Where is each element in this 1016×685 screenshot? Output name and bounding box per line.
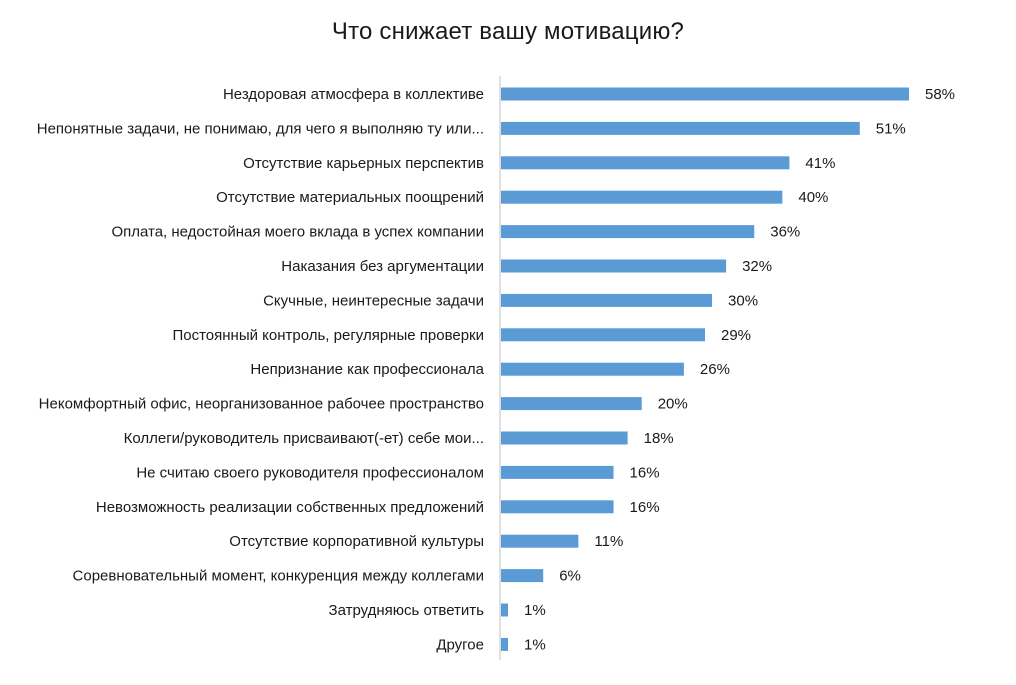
value-label: 51% [876, 120, 906, 137]
category-label: Другое [436, 636, 484, 653]
bar [501, 465, 614, 479]
value-label: 18% [644, 430, 674, 447]
bar [501, 397, 642, 411]
bar [501, 500, 614, 514]
bar [501, 121, 860, 135]
bar-row: Оплата, недостойная моего вклада в успех… [111, 224, 800, 241]
category-label: Отсутствие материальных поощрений [216, 189, 484, 206]
bar [501, 225, 755, 239]
bar-row: Нездоровая атмосфера в коллективе 58% [223, 86, 955, 103]
category-label: Затрудняюсь ответить [329, 602, 485, 619]
bar-row: Невозможность реализации собственных пре… [96, 499, 660, 516]
value-label: 16% [630, 464, 660, 481]
bar [501, 259, 727, 273]
category-label: Скучные, неинтересные задачи [263, 292, 484, 309]
value-label: 58% [925, 86, 955, 103]
chart-title: Что снижает вашу мотивацию? [331, 18, 685, 45]
bar-row: Отсутствие материальных поощрений 40% [216, 189, 828, 206]
bar [501, 534, 579, 548]
bar [501, 293, 713, 307]
value-label: 30% [728, 292, 758, 309]
bar-row: Скучные, неинтересные задачи 30% [263, 292, 758, 309]
bar [501, 637, 509, 651]
value-label: 41% [805, 155, 835, 172]
bar-row: Соревновательный момент, конкуренция меж… [73, 568, 581, 585]
category-label: Коллеги/руководитель присваивают(-ет) се… [124, 430, 484, 447]
value-label: 11% [594, 533, 623, 550]
bar [501, 569, 544, 583]
bar [501, 87, 909, 101]
value-label: 16% [630, 499, 660, 516]
bar-row: Не считаю своего руководителя профессион… [136, 464, 659, 481]
bar [501, 362, 684, 376]
category-label: Невозможность реализации собственных пре… [96, 499, 484, 516]
bar [501, 603, 509, 617]
bar-row: Отсутствие корпоративной культуры 11% [229, 533, 623, 550]
bar-row: Затрудняюсь ответить 1% [329, 602, 546, 619]
category-label: Наказания без аргументации [281, 258, 484, 275]
bar [501, 156, 790, 170]
bar-row: Другое 1% [436, 636, 545, 653]
category-label: Нездоровая атмосфера в коллективе [223, 86, 484, 103]
value-label: 1% [524, 636, 546, 653]
bar [501, 190, 783, 204]
bar [501, 431, 628, 445]
category-label: Постоянный контроль, регулярные проверки [172, 327, 484, 344]
bar-row: Постоянный контроль, регулярные проверки… [172, 327, 751, 344]
bar [501, 328, 705, 342]
bars-layer: Нездоровая атмосфера в коллективе 58% Непо… [37, 76, 955, 660]
category-label: Не считаю своего руководителя профессион… [136, 464, 484, 481]
bar-row: Непонятные задачи, не понимаю, для чего … [37, 120, 906, 137]
value-label: 40% [798, 189, 828, 206]
bar-row: Наказания без аргументации 32% [281, 258, 772, 275]
category-label: Непризнание как профессионала [250, 361, 484, 378]
value-label: 20% [658, 396, 688, 413]
value-label: 36% [770, 224, 800, 241]
category-label: Соревновательный момент, конкуренция меж… [73, 568, 484, 585]
category-label: Непонятные задачи, не понимаю, для чего … [37, 120, 484, 137]
category-label: Некомфортный офис, неорганизованное рабо… [39, 396, 484, 413]
value-label: 32% [742, 258, 772, 275]
category-label: Отсутствие корпоративной культуры [229, 533, 484, 550]
value-label: 29% [721, 327, 751, 344]
bar-row: Непризнание как профессионала 26% [250, 361, 730, 378]
value-label: 1% [524, 602, 546, 619]
value-label: 26% [700, 361, 730, 378]
bar-row: Отсутствие карьерных перспектив 41% [243, 155, 835, 172]
value-label: 6% [559, 568, 581, 585]
category-label: Отсутствие карьерных перспектив [243, 155, 484, 172]
category-label: Оплата, недостойная моего вклада в успех… [111, 224, 484, 241]
bar-row: Некомфортный офис, неорганизованное рабо… [39, 396, 688, 413]
bar-row: Коллеги/руководитель присваивают(-ет) се… [124, 430, 674, 447]
